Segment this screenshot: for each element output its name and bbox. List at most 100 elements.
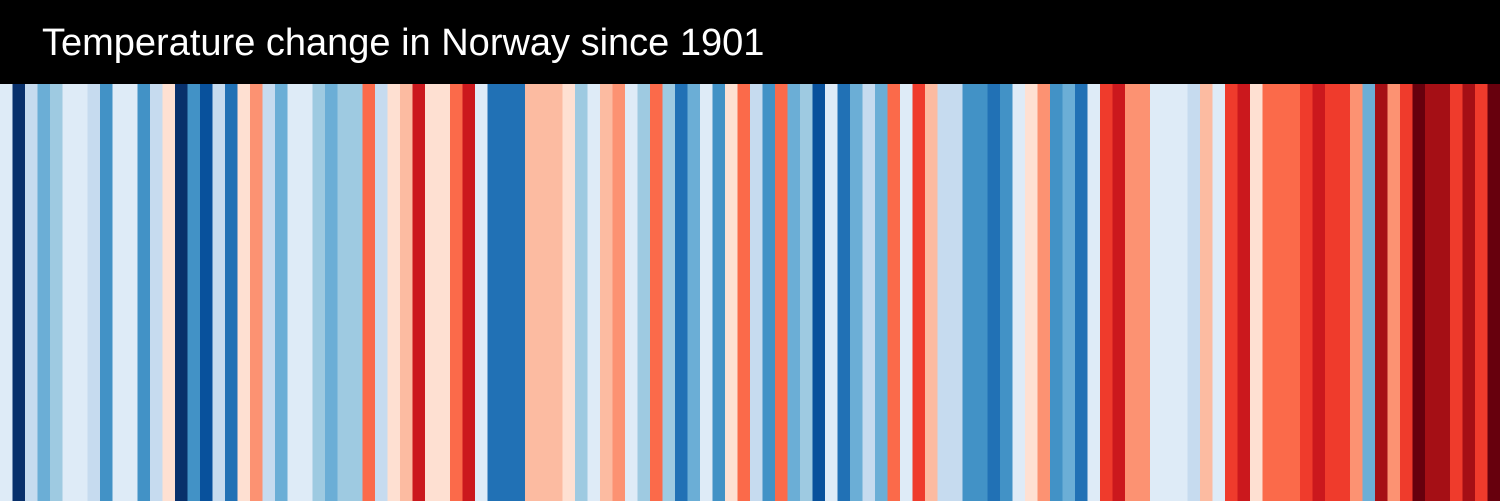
stripe xyxy=(550,84,563,501)
stripe xyxy=(975,84,988,501)
stripe xyxy=(1487,84,1500,501)
stripe xyxy=(637,84,651,501)
stripe xyxy=(675,84,688,501)
stripe xyxy=(887,84,901,501)
stripe xyxy=(1262,84,1276,501)
stripe xyxy=(300,84,313,501)
stripe xyxy=(225,84,238,501)
stripe xyxy=(350,84,363,501)
stripe xyxy=(37,84,51,501)
stripe xyxy=(275,84,288,501)
stripe xyxy=(500,84,513,501)
stripe xyxy=(1187,84,1201,501)
stripe xyxy=(150,84,163,501)
stripe xyxy=(1062,84,1076,501)
stripe xyxy=(262,84,276,501)
stripe xyxy=(575,84,588,501)
stripe xyxy=(687,84,701,501)
stripe xyxy=(662,84,676,501)
stripe xyxy=(837,84,851,501)
stripe xyxy=(1100,84,1113,501)
stripe xyxy=(437,84,451,501)
stripe xyxy=(1250,84,1263,501)
stripe xyxy=(950,84,963,501)
stripe xyxy=(287,84,301,501)
stripe xyxy=(112,84,126,501)
stripe xyxy=(0,84,13,501)
stripe xyxy=(875,84,888,501)
stripe xyxy=(1450,84,1463,501)
stripe xyxy=(187,84,201,501)
stripe xyxy=(1375,84,1388,501)
stripe xyxy=(337,84,351,501)
stripe xyxy=(1275,84,1288,501)
stripe xyxy=(175,84,188,501)
stripe xyxy=(237,84,251,501)
stripe xyxy=(1400,84,1413,501)
stripe xyxy=(375,84,388,501)
stripe xyxy=(912,84,926,501)
stripe xyxy=(762,84,776,501)
stripe xyxy=(600,84,613,501)
stripe xyxy=(650,84,663,501)
stripe xyxy=(212,84,226,501)
stripe xyxy=(100,84,113,501)
stripe xyxy=(1350,84,1363,501)
stripe xyxy=(62,84,76,501)
stripe xyxy=(1362,84,1376,501)
stripe xyxy=(1162,84,1176,501)
stripe xyxy=(925,84,938,501)
stripe xyxy=(1075,84,1088,501)
stripe xyxy=(250,84,263,501)
stripe xyxy=(1212,84,1226,501)
stripe xyxy=(75,84,88,501)
stripe xyxy=(625,84,638,501)
stripe xyxy=(87,84,101,501)
stripe xyxy=(850,84,863,501)
stripe xyxy=(775,84,788,501)
stripe xyxy=(1312,84,1326,501)
stripe xyxy=(725,84,738,501)
stripe xyxy=(412,84,426,501)
stripe xyxy=(50,84,63,501)
stripe xyxy=(1387,84,1401,501)
stripe xyxy=(612,84,626,501)
stripe xyxy=(562,84,576,501)
stripe xyxy=(1137,84,1151,501)
stripe xyxy=(312,84,326,501)
stripe xyxy=(450,84,463,501)
stripe xyxy=(800,84,813,501)
stripe xyxy=(1425,84,1438,501)
stripe xyxy=(1150,84,1163,501)
stripe xyxy=(475,84,488,501)
stripe xyxy=(1050,84,1063,501)
stripe xyxy=(137,84,151,501)
stripe xyxy=(387,84,401,501)
stripe xyxy=(362,84,376,501)
stripe xyxy=(25,84,38,501)
stripe xyxy=(425,84,438,501)
stripe xyxy=(737,84,751,501)
stripe xyxy=(487,84,501,501)
stripe xyxy=(987,84,1001,501)
stripe xyxy=(700,84,713,501)
stripe xyxy=(962,84,976,501)
stripe xyxy=(1125,84,1138,501)
stripe xyxy=(12,84,26,501)
stripe xyxy=(462,84,476,501)
stripe xyxy=(787,84,801,501)
stripe xyxy=(125,84,138,501)
stripe xyxy=(537,84,551,501)
stripe xyxy=(937,84,951,501)
stripe xyxy=(750,84,763,501)
stripe xyxy=(825,84,838,501)
stripe xyxy=(400,84,413,501)
stripe xyxy=(1337,84,1351,501)
stripe xyxy=(1175,84,1188,501)
stripe xyxy=(812,84,826,501)
stripe xyxy=(1225,84,1238,501)
stripe xyxy=(712,84,726,501)
stripe xyxy=(512,84,526,501)
